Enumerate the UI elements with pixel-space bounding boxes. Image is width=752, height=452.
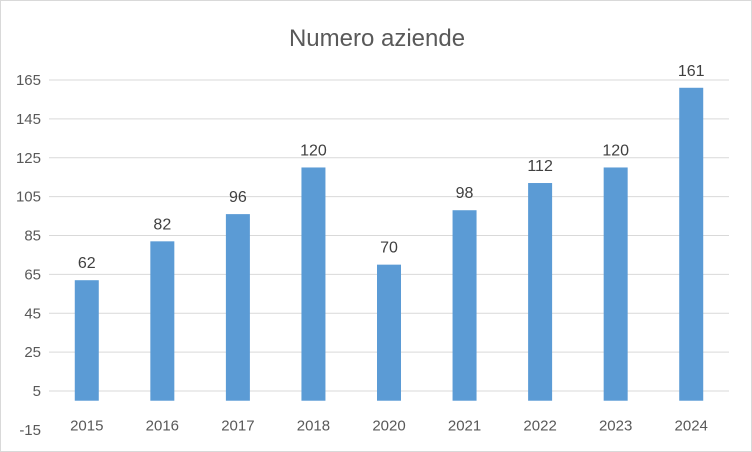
chart-title: Numero aziende [289, 25, 465, 52]
x-tick-label: 2015 [70, 418, 103, 435]
x-tick-label: 2024 [675, 418, 708, 435]
data-label: 98 [456, 185, 474, 202]
y-tick-label: -15 [19, 422, 41, 439]
bars [74, 87, 704, 401]
x-tick-label: 2020 [372, 418, 405, 435]
bar [528, 183, 553, 401]
data-label: 112 [527, 158, 553, 175]
bar [301, 167, 326, 401]
y-tick-label: 165 [16, 72, 41, 89]
bar [452, 210, 477, 401]
bar [603, 167, 628, 401]
x-tick-label: 2018 [297, 418, 330, 435]
x-axis: 2015 2016 2017 2018 2020 2021 2022 2023 2024 [70, 418, 708, 435]
data-label: 82 [153, 216, 171, 233]
y-tick-label: 65 [24, 266, 41, 283]
data-label: 96 [229, 189, 247, 206]
data-label: 120 [300, 142, 327, 159]
bar [74, 280, 99, 401]
data-label: 120 [602, 142, 629, 159]
y-tick-label: 25 [24, 344, 41, 361]
y-tick-label: 145 [16, 111, 41, 128]
y-tick-label: 45 [24, 305, 41, 322]
x-tick-label: 2021 [448, 418, 481, 435]
data-label: 70 [380, 240, 398, 257]
x-tick-label: 2022 [523, 418, 556, 435]
bar [679, 87, 704, 401]
y-tick-label: 125 [16, 150, 41, 167]
bar [377, 264, 401, 401]
data-label: 62 [78, 255, 96, 272]
y-axis: -15 5 25 45 65 85 105 125 145 165 [16, 72, 41, 439]
y-tick-label: 105 [16, 189, 41, 206]
x-tick-label: 2016 [146, 418, 179, 435]
data-label: 161 [678, 63, 705, 80]
y-tick-label: 5 [33, 383, 41, 400]
x-tick-label: 2017 [221, 418, 254, 435]
y-tick-label: 85 [24, 228, 41, 245]
x-tick-label: 2023 [599, 418, 632, 435]
data-labels: 62 82 96 120 70 98 112 120 161 [78, 63, 705, 272]
bar [150, 241, 175, 401]
bar [225, 214, 250, 401]
